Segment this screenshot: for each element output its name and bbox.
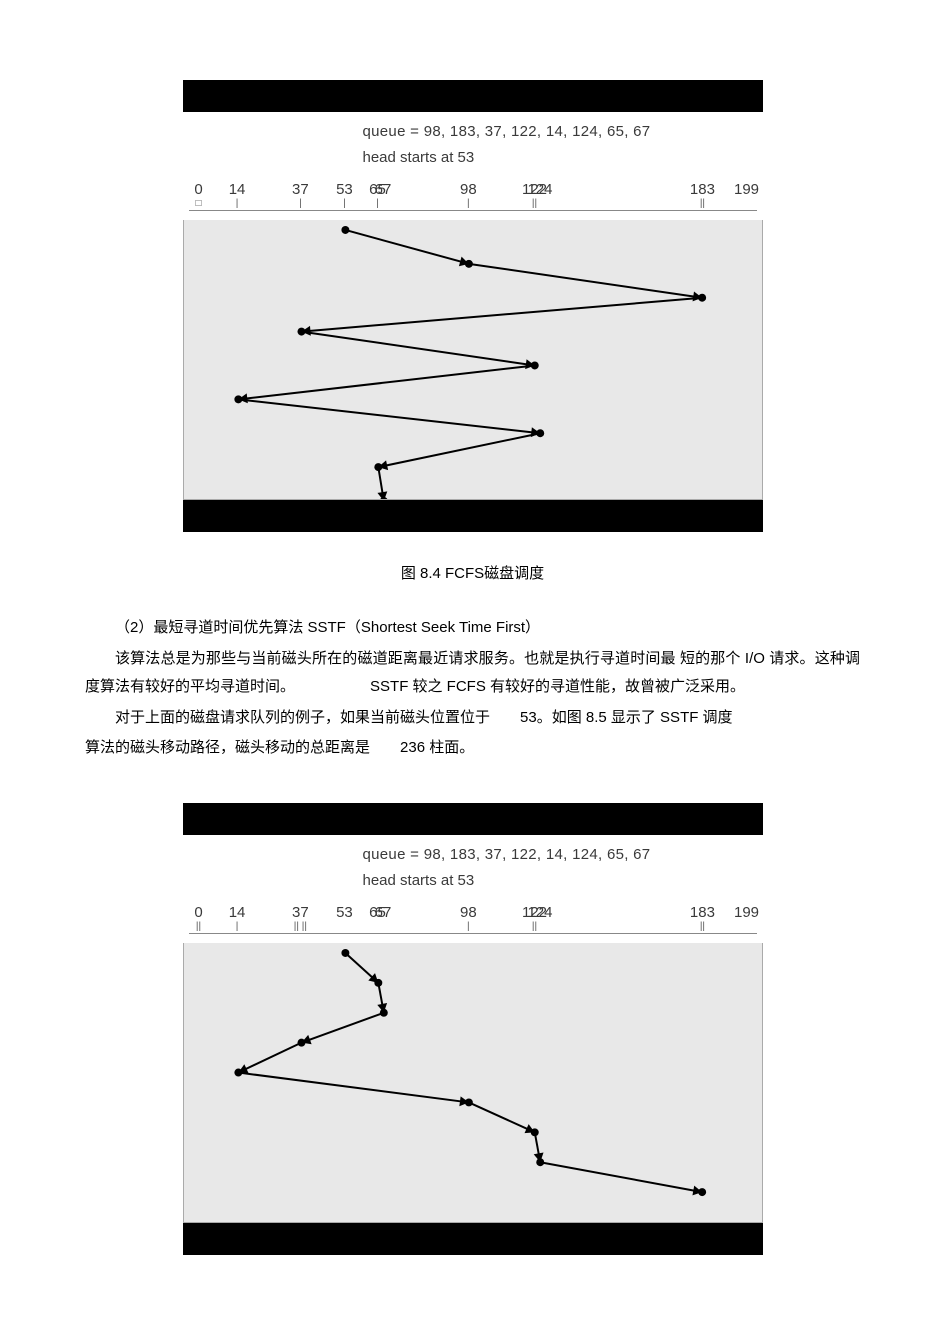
axis-tick: |	[236, 919, 239, 935]
figure-bottom-bar	[183, 500, 763, 532]
section-heading: （2）最短寻道时间优先算法 SSTF（Shortest Seek Time Fi…	[85, 614, 860, 643]
axis-tick: ||	[700, 196, 705, 212]
figure-fcfs: queue = 98, 183, 37, 122, 14, 124, 65, 6…	[183, 80, 763, 532]
head-start-text: head starts at 53	[183, 869, 763, 893]
chart-area-fcfs	[183, 220, 763, 500]
head-start-text: head starts at 53	[183, 146, 763, 170]
axis-tick: |	[236, 196, 239, 212]
axis-label: 53	[336, 901, 353, 925]
axis-tick: |	[299, 196, 302, 212]
figure-top-bar	[183, 803, 763, 835]
paragraph-1: 该算法总是为那些与当前磁头所在的磁道距离最近请求服务。也就是执行寻道时间最 短的…	[85, 645, 860, 702]
paragraph-3: 算法的磁头移动路径，磁头移动的总距离是 236 柱面。	[85, 734, 860, 763]
figure-top-bar	[183, 80, 763, 112]
figure-bottom-bar	[183, 1223, 763, 1255]
text-span: 53。如图 8.5 显示了 SSTF 调度	[520, 709, 733, 726]
axis-tick: || ||	[294, 919, 307, 935]
axis-labels: 0||14|37|| ||53656798|122||124183||199	[183, 901, 763, 941]
axis-tick: |	[467, 196, 470, 212]
chart-area-sstf	[183, 943, 763, 1223]
axis-tick: ||	[196, 919, 201, 935]
text-span: SSTF 较之 FCFS 有较好的寻道性能，故曾被广泛采用。	[370, 678, 745, 695]
figure-header: queue = 98, 183, 37, 122, 14, 124, 65, 6…	[183, 112, 763, 220]
figure-caption-1: 图 8.4 FCFS磁盘调度	[85, 562, 860, 586]
axis-label: 124	[527, 178, 552, 202]
queue-text: queue = 98, 183, 37, 122, 14, 124, 65, 6…	[183, 843, 763, 867]
axis-label: 199	[734, 901, 759, 925]
figure-sstf: queue = 98, 183, 37, 122, 14, 124, 65, 6…	[183, 803, 763, 1255]
axis-label: 67	[375, 178, 392, 202]
figure-header: queue = 98, 183, 37, 122, 14, 124, 65, 6…	[183, 835, 763, 943]
axis-tick: |	[343, 196, 346, 212]
axis-labels: 0□14|37|53|65|6798|122||124183||199	[183, 178, 763, 218]
axis-label: 199	[734, 178, 759, 202]
text-span: 对于上面的磁盘请求队列的例子，如果当前磁头位置位于	[115, 709, 490, 726]
axis-tick: |	[467, 919, 470, 935]
axis-tick: ||	[700, 919, 705, 935]
text-span: 236 柱面。	[400, 739, 474, 756]
queue-text: queue = 98, 183, 37, 122, 14, 124, 65, 6…	[183, 120, 763, 144]
text-span: 算法的磁头移动路径，磁头移动的总距离是	[85, 739, 370, 756]
paragraph-2: 对于上面的磁盘请求队列的例子，如果当前磁头位置位于 53。如图 8.5 显示了 S…	[85, 704, 860, 733]
axis-tick: □	[195, 196, 201, 212]
axis-label: 124	[527, 901, 552, 925]
axis-label: 67	[375, 901, 392, 925]
